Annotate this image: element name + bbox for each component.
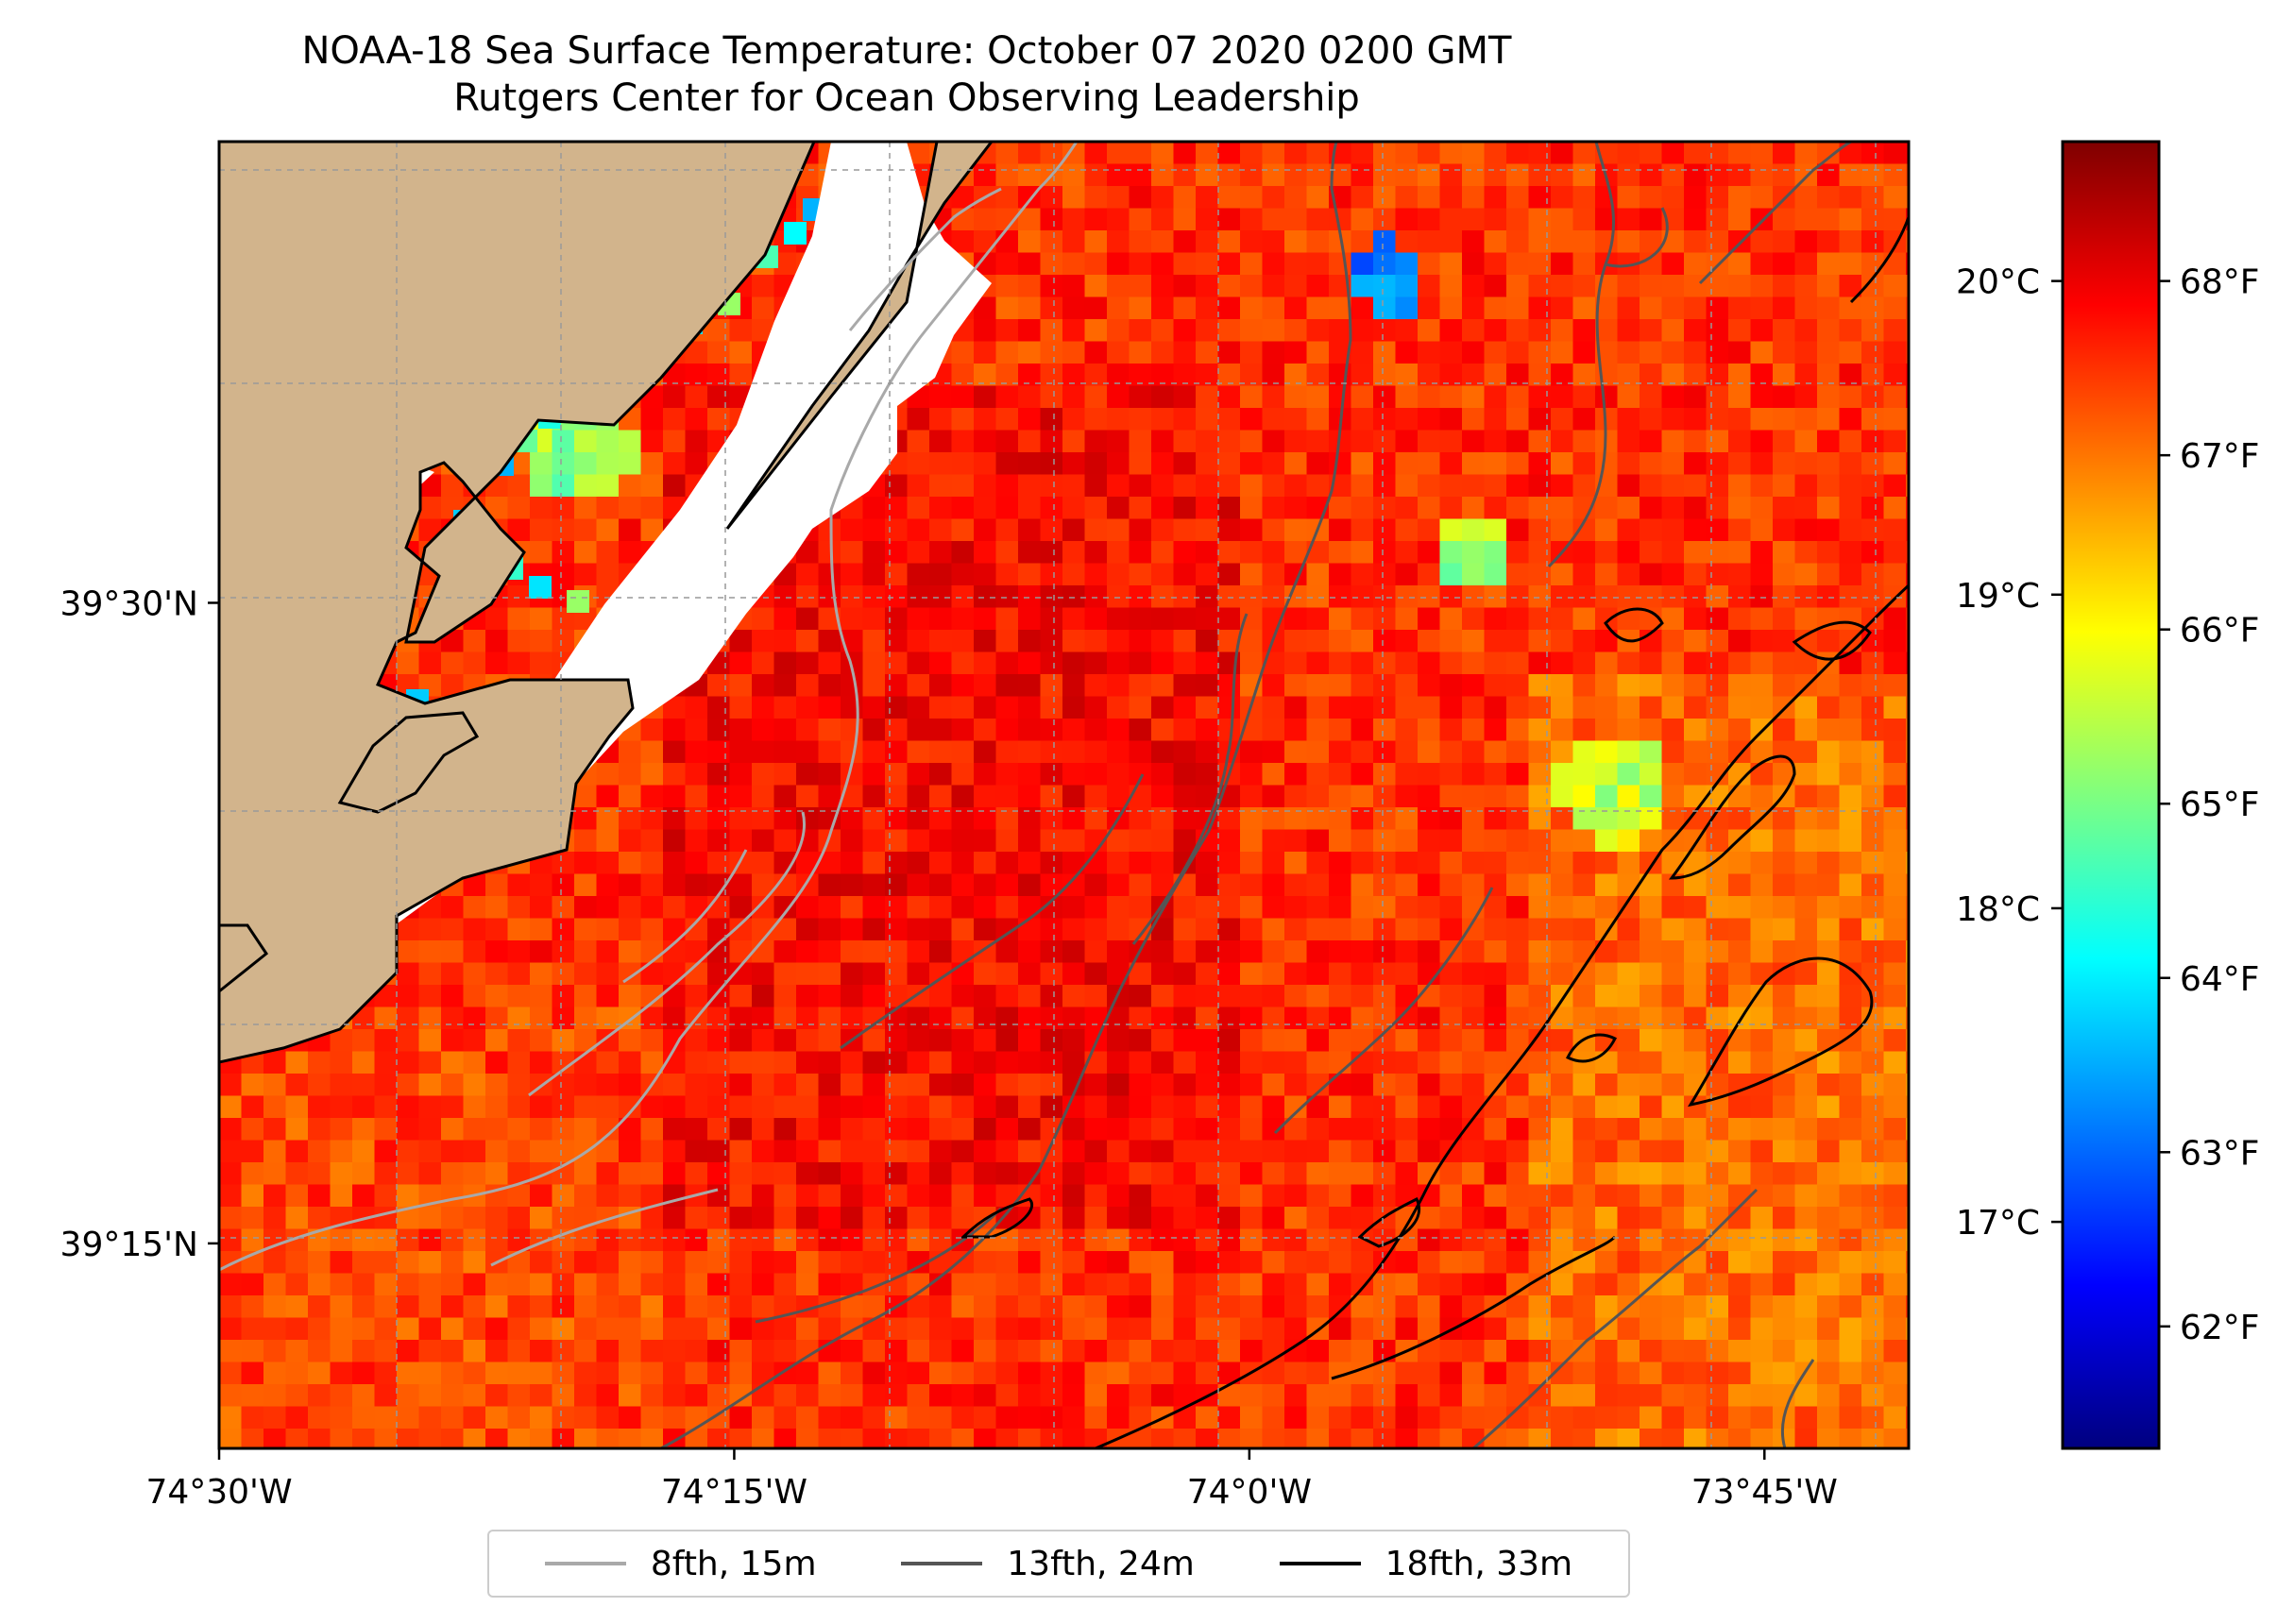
c-tick-label: 18°C bbox=[1956, 890, 2040, 929]
lat-tick-label: 39°30'N bbox=[60, 584, 198, 623]
c-tick-label: 17°C bbox=[1956, 1204, 2040, 1243]
legend-line-18fth bbox=[1279, 1562, 1361, 1565]
legend-item-18fth: 18fth, 33m bbox=[1279, 1544, 1573, 1583]
lon-tick-label: 74°30'W bbox=[145, 1473, 292, 1512]
f-tick-label: 65°F bbox=[2180, 786, 2260, 824]
map-frame bbox=[217, 140, 1911, 1450]
colorbar-ticks: 62°F 63°F 64°F 65°F 66°F 67°F 68°F 17°C 18°C 19°C… bbox=[1956, 263, 2259, 1347]
legend-label-8fth: 8fth, 15m bbox=[650, 1544, 817, 1583]
c-tick-label: 20°C bbox=[1956, 263, 2040, 302]
f-tick-label: 67°F bbox=[2180, 437, 2260, 476]
c-tick-label: 19°C bbox=[1956, 577, 2040, 616]
lon-tick-label: 74°15'W bbox=[661, 1473, 807, 1512]
depth-legend: 8fth, 15m 13fth, 24m 18fth, 33m bbox=[487, 1530, 1630, 1598]
map-axis-ticks: 74°30'W 74°15'W 74°0'W 73°45'W 39°30'N 39°15'… bbox=[60, 584, 1838, 1512]
lon-tick-label: 73°45'W bbox=[1691, 1473, 1838, 1512]
colorbar bbox=[2061, 140, 2161, 1450]
lon-tick-label: 74°0'W bbox=[1187, 1473, 1312, 1512]
legend-label-13fth: 13fth, 24m bbox=[1007, 1544, 1195, 1583]
f-tick-label: 64°F bbox=[2180, 960, 2260, 999]
land bbox=[219, 142, 994, 1064]
legend-label-18fth: 18fth, 33m bbox=[1385, 1544, 1573, 1583]
legend-item-13fth: 13fth, 24m bbox=[901, 1545, 1195, 1583]
legend-item-8fth: 8fth, 15m bbox=[544, 1544, 817, 1583]
legend-line-13fth bbox=[901, 1562, 983, 1565]
depth-contours bbox=[219, 142, 1909, 1448]
sst-grid bbox=[219, 142, 1909, 1448]
map-subtitle: Rutgers Center for Ocean Observing Leade… bbox=[453, 76, 1360, 120]
gridlines bbox=[219, 142, 1909, 1448]
legend-line-8fth bbox=[544, 1562, 626, 1565]
f-tick-label: 68°F bbox=[2180, 263, 2260, 302]
f-tick-label: 66°F bbox=[2180, 612, 2260, 651]
f-tick-label: 62°F bbox=[2180, 1309, 2260, 1347]
map-title: NOAA-18 Sea Surface Temperature: October… bbox=[301, 29, 1512, 73]
f-tick-label: 63°F bbox=[2180, 1134, 2260, 1173]
lat-tick-label: 39°15'N bbox=[60, 1226, 198, 1264]
